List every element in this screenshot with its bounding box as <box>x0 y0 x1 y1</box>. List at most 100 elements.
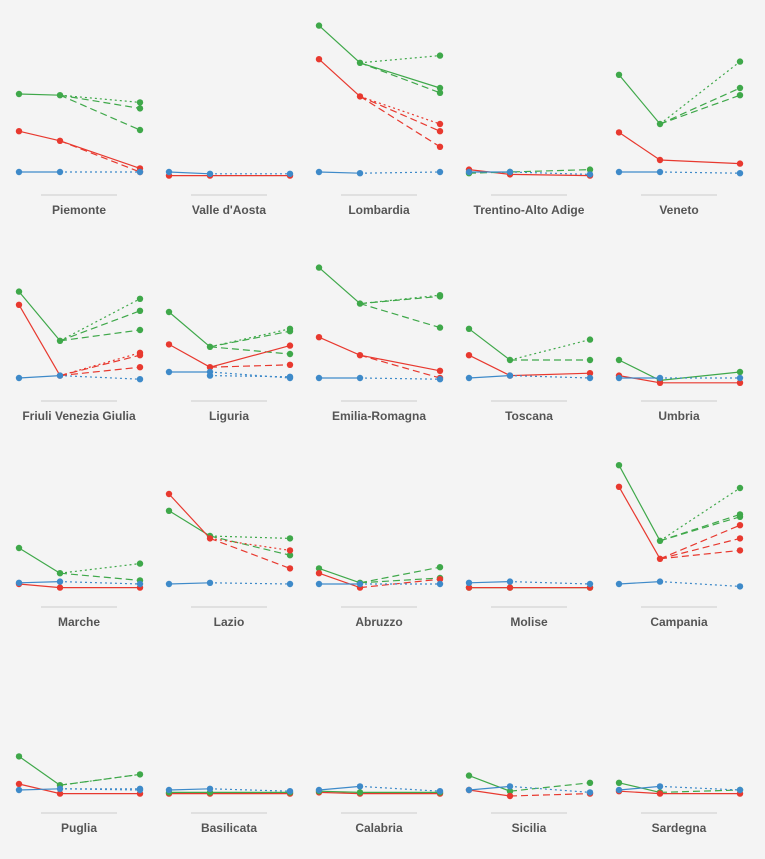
panel-label: Valle d'Aosta <box>192 203 267 217</box>
series-line-red-dotted <box>209 537 291 551</box>
data-point-green <box>136 99 144 106</box>
series-line-green-dashed <box>209 330 291 348</box>
data-point-blue <box>136 785 144 792</box>
data-point-blue <box>436 376 444 383</box>
data-point-green <box>15 90 23 98</box>
data-point-blue <box>736 583 744 590</box>
panel-label: Lazio <box>214 615 245 629</box>
series-line-blue-dotted <box>509 581 591 585</box>
data-point-green <box>436 89 444 97</box>
data-point-blue <box>586 171 594 178</box>
data-point-blue <box>615 374 623 382</box>
series-line-green-dashed <box>659 513 741 542</box>
series-line-green-dashed <box>659 789 741 793</box>
series-line-green-dashed <box>659 87 741 125</box>
panel-label: Marche <box>58 615 100 629</box>
panel-friuli-venezia-giulia: Friuli Venezia Giulia <box>15 288 144 423</box>
panel-label: Molise <box>510 615 548 629</box>
series-line-blue-dotted <box>59 375 141 380</box>
data-point-blue <box>315 374 323 382</box>
series-line-green-solid <box>18 755 61 786</box>
data-point-green <box>15 288 23 295</box>
data-point-green <box>136 295 144 302</box>
series-line-red-solid <box>618 131 741 165</box>
data-point-green <box>136 560 144 567</box>
series-line-green-dashed <box>359 295 441 305</box>
data-point-blue <box>136 580 144 588</box>
data-point-red <box>465 352 473 359</box>
panel-label: Sardegna <box>652 821 707 835</box>
data-point-blue <box>286 373 294 380</box>
data-point-green <box>436 293 444 300</box>
data-point-green <box>736 92 744 99</box>
data-point-blue <box>465 786 473 794</box>
panel-label: Basilicata <box>201 821 257 835</box>
data-point-red <box>286 342 294 349</box>
series-line-blue-dotted <box>509 785 591 793</box>
data-point-red <box>436 128 444 135</box>
series-line-green-dashed <box>59 572 141 581</box>
series-line-green-dotted <box>59 298 141 342</box>
data-point-blue <box>615 168 623 176</box>
series-line-red-dashed <box>359 95 441 148</box>
data-point-blue <box>586 374 594 382</box>
data-point-red <box>56 584 64 591</box>
panel-abruzzo: Abruzzo <box>315 564 444 629</box>
series-line-red-dotted <box>359 95 441 125</box>
data-point-green <box>436 564 444 571</box>
series-line-red-solid <box>18 304 61 376</box>
series-line-green-solid <box>18 291 61 342</box>
data-point-red <box>315 334 323 341</box>
series-line-red-solid <box>468 354 591 377</box>
series-line-green-dotted <box>659 487 741 542</box>
panel-sicilia: Sicilia <box>465 772 594 835</box>
data-point-blue <box>15 168 23 176</box>
panel-label: Friuli Venezia Giulia <box>22 409 136 423</box>
data-point-green <box>286 552 294 559</box>
series-line-blue-solid <box>168 171 211 175</box>
series-line-green-dotted <box>359 294 441 305</box>
series-line-green-dotted <box>209 328 291 348</box>
panel-label: Toscana <box>505 409 553 423</box>
data-point-blue <box>15 374 23 382</box>
series-line-red-solid <box>168 493 211 539</box>
panel-label: Abruzzo <box>355 615 402 629</box>
panel-label: Umbria <box>658 409 700 423</box>
series-line-red-solid <box>18 583 140 589</box>
series-line-green-dashed <box>359 577 441 584</box>
series-line-red-solid <box>618 486 661 560</box>
panel-valle-d-aosta: Valle d'Aosta <box>165 168 294 217</box>
data-point-red <box>15 780 23 788</box>
series-line-red-solid <box>318 572 361 589</box>
series-line-green-solid <box>18 93 61 96</box>
series-line-blue-solid <box>18 375 61 379</box>
series-line-blue-dotted <box>59 581 141 585</box>
series-line-green-dashed <box>359 62 441 94</box>
series-line-blue-dotted <box>359 171 441 174</box>
panel-label: Veneto <box>659 203 698 217</box>
data-point-red <box>615 129 623 136</box>
data-point-red <box>436 143 444 150</box>
series-line-green-dashed <box>209 346 291 355</box>
data-point-green <box>586 356 594 364</box>
series-line-green-solid <box>318 790 440 793</box>
series-line-blue-solid <box>618 785 661 791</box>
panel-label: Lombardia <box>348 203 410 217</box>
series-line-red-solid <box>318 336 441 372</box>
series-line-red-dashed <box>59 366 141 377</box>
series-line-blue-dotted <box>659 581 741 587</box>
data-point-red <box>656 379 664 386</box>
data-point-blue <box>165 368 173 376</box>
data-point-green <box>436 84 444 92</box>
panel-piemonte: Piemonte <box>15 90 144 217</box>
panel-label: Puglia <box>61 821 97 835</box>
series-line-green-dashed <box>359 303 441 329</box>
data-point-green <box>615 71 623 79</box>
data-point-blue <box>436 788 444 795</box>
data-point-green <box>136 307 144 314</box>
series-line-green-solid <box>318 267 361 305</box>
data-point-blue <box>465 374 473 382</box>
data-point-green <box>465 772 473 779</box>
data-point-red <box>315 570 323 577</box>
